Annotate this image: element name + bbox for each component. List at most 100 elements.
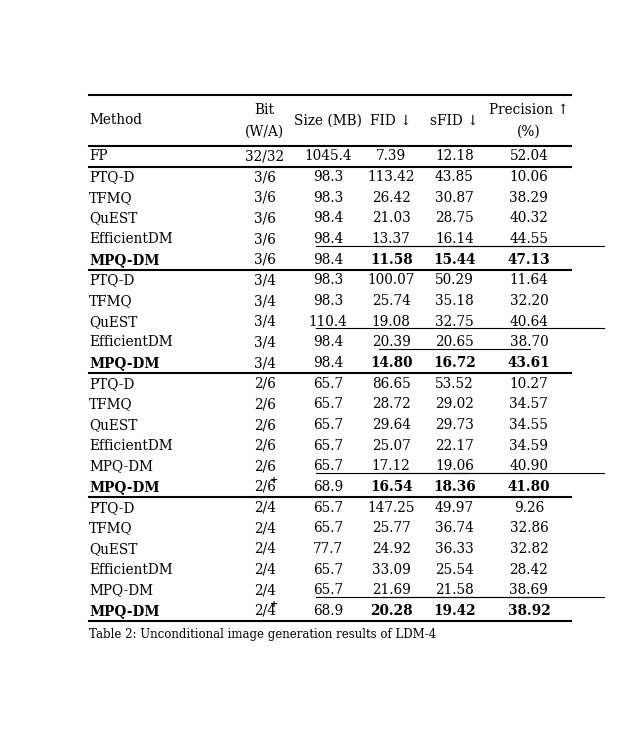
- Text: MPQ-DM: MPQ-DM: [89, 356, 159, 370]
- Text: QuEST: QuEST: [89, 314, 138, 329]
- Text: 21.58: 21.58: [435, 584, 474, 597]
- Text: 3/4: 3/4: [253, 336, 276, 349]
- Text: 22.17: 22.17: [435, 438, 474, 453]
- Text: Precision ↑: Precision ↑: [489, 103, 569, 117]
- Text: EfficientDM: EfficientDM: [89, 336, 173, 349]
- Text: Method: Method: [89, 113, 142, 128]
- Text: 38.92: 38.92: [508, 604, 550, 618]
- Text: 2/6: 2/6: [254, 376, 276, 391]
- Text: 10.06: 10.06: [509, 170, 548, 184]
- Text: 17.12: 17.12: [372, 460, 411, 473]
- Text: 38.69: 38.69: [509, 584, 548, 597]
- Text: FP: FP: [89, 150, 108, 163]
- Text: 41.80: 41.80: [508, 480, 550, 494]
- Text: 100.07: 100.07: [367, 274, 415, 287]
- Text: MPQ-DM: MPQ-DM: [89, 460, 153, 473]
- Text: 19.42: 19.42: [433, 604, 476, 618]
- Text: 65.7: 65.7: [313, 398, 343, 411]
- Text: 14.80: 14.80: [370, 356, 413, 370]
- Text: 15.44: 15.44: [433, 253, 476, 267]
- Text: EfficientDM: EfficientDM: [89, 232, 173, 246]
- Text: 2/4: 2/4: [253, 542, 276, 556]
- Text: 65.7: 65.7: [313, 500, 343, 515]
- Text: 3/4: 3/4: [253, 314, 276, 329]
- Text: 32.86: 32.86: [509, 522, 548, 535]
- Text: 34.57: 34.57: [509, 398, 548, 411]
- Text: 65.7: 65.7: [313, 418, 343, 432]
- Text: 33.09: 33.09: [372, 562, 411, 577]
- Text: 98.3: 98.3: [313, 170, 343, 184]
- Text: 65.7: 65.7: [313, 438, 343, 453]
- Text: 1045.4: 1045.4: [304, 150, 352, 163]
- Text: 30.87: 30.87: [435, 191, 474, 205]
- Text: 2/6: 2/6: [254, 398, 276, 411]
- Text: PTQ-D: PTQ-D: [89, 500, 134, 515]
- Text: 18.36: 18.36: [433, 480, 476, 494]
- Text: 38.29: 38.29: [509, 191, 548, 205]
- Text: 40.32: 40.32: [509, 212, 548, 225]
- Text: 2/4: 2/4: [253, 584, 276, 597]
- Text: 65.7: 65.7: [313, 562, 343, 577]
- Text: 32.82: 32.82: [509, 542, 548, 556]
- Text: 11.64: 11.64: [509, 274, 548, 287]
- Text: (W/A): (W/A): [245, 125, 284, 138]
- Text: 16.72: 16.72: [433, 356, 476, 370]
- Text: sFID ↓: sFID ↓: [430, 113, 479, 128]
- Text: 3/6: 3/6: [254, 212, 276, 225]
- Text: 2/4: 2/4: [253, 500, 276, 515]
- Text: MPQ-DM: MPQ-DM: [89, 584, 153, 597]
- Text: 9.26: 9.26: [514, 500, 544, 515]
- Text: 98.3: 98.3: [313, 294, 343, 308]
- Text: 98.4: 98.4: [313, 253, 343, 267]
- Text: 21.03: 21.03: [372, 212, 411, 225]
- Text: 28.42: 28.42: [509, 562, 548, 577]
- Text: 3/4: 3/4: [253, 294, 276, 308]
- Text: 147.25: 147.25: [367, 500, 415, 515]
- Text: 19.06: 19.06: [435, 460, 474, 473]
- Text: 2/6: 2/6: [254, 480, 276, 494]
- Text: 32.20: 32.20: [509, 294, 548, 308]
- Text: 49.97: 49.97: [435, 500, 474, 515]
- Text: EfficientDM: EfficientDM: [89, 562, 173, 577]
- Text: 2/4: 2/4: [253, 562, 276, 577]
- Text: 25.07: 25.07: [372, 438, 411, 453]
- Text: QuEST: QuEST: [89, 212, 138, 225]
- Text: 34.59: 34.59: [509, 438, 548, 453]
- Text: 21.69: 21.69: [372, 584, 411, 597]
- Text: 13.37: 13.37: [372, 232, 411, 246]
- Text: 35.18: 35.18: [435, 294, 474, 308]
- Text: PTQ-D: PTQ-D: [89, 170, 134, 184]
- Text: 3/6: 3/6: [254, 191, 276, 205]
- Text: 25.74: 25.74: [372, 294, 411, 308]
- Text: 98.3: 98.3: [313, 191, 343, 205]
- Text: 20.65: 20.65: [435, 336, 474, 349]
- Text: 16.54: 16.54: [370, 480, 413, 494]
- Text: 32/32: 32/32: [245, 150, 284, 163]
- Text: 32.75: 32.75: [435, 314, 474, 329]
- Text: 3/6: 3/6: [254, 253, 276, 267]
- Text: 2/6: 2/6: [254, 438, 276, 453]
- Text: EfficientDM: EfficientDM: [89, 438, 173, 453]
- Text: MPQ-DM: MPQ-DM: [89, 480, 159, 494]
- Text: 10.27: 10.27: [509, 376, 548, 391]
- Text: QuEST: QuEST: [89, 542, 138, 556]
- Text: 20.39: 20.39: [372, 336, 411, 349]
- Text: 44.55: 44.55: [509, 232, 548, 246]
- Text: TFMQ: TFMQ: [89, 522, 132, 535]
- Text: TFMQ: TFMQ: [89, 294, 132, 308]
- Text: (%): (%): [517, 125, 541, 138]
- Text: 28.72: 28.72: [372, 398, 411, 411]
- Text: TFMQ: TFMQ: [89, 191, 132, 205]
- Text: +: +: [269, 476, 278, 485]
- Text: 12.18: 12.18: [435, 150, 474, 163]
- Text: PTQ-D: PTQ-D: [89, 274, 134, 287]
- Text: 110.4: 110.4: [308, 314, 348, 329]
- Text: 98.3: 98.3: [313, 274, 343, 287]
- Text: 68.9: 68.9: [313, 604, 343, 618]
- Text: QuEST: QuEST: [89, 418, 138, 432]
- Text: 19.08: 19.08: [372, 314, 411, 329]
- Text: 11.58: 11.58: [370, 253, 413, 267]
- Text: 47.13: 47.13: [508, 253, 550, 267]
- Text: 65.7: 65.7: [313, 584, 343, 597]
- Text: 29.64: 29.64: [372, 418, 411, 432]
